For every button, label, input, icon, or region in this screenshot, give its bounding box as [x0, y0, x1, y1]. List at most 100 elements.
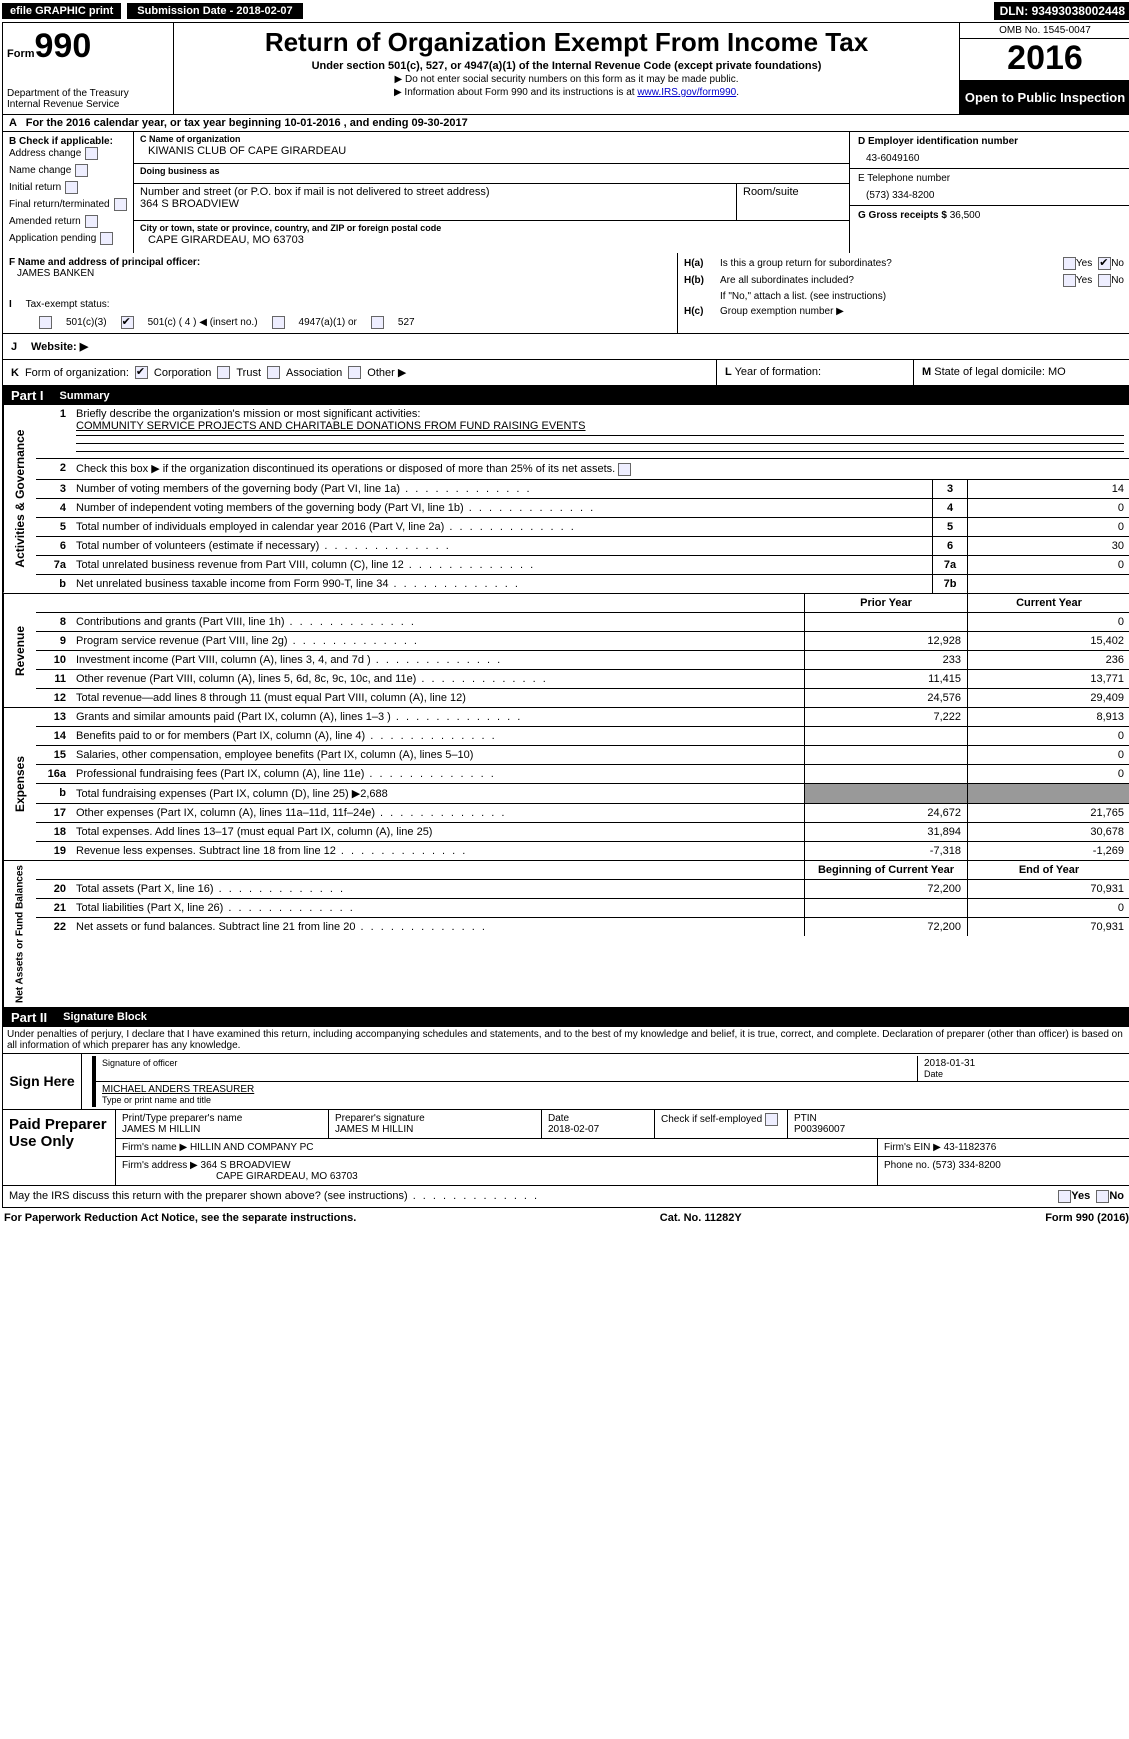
l17-cur: 21,765	[967, 804, 1129, 822]
l13-cur: 8,913	[967, 708, 1129, 726]
l15-cur: 0	[967, 746, 1129, 764]
chk-address-change[interactable]	[85, 147, 98, 160]
line-a-tax-year: A For the 2016 calendar year, or tax yea…	[2, 115, 1129, 132]
chk-hb-yes[interactable]	[1063, 274, 1076, 287]
chk-amended[interactable]	[85, 215, 98, 228]
chk-final-return-label: Final return/terminated	[9, 199, 110, 210]
l4-text: Number of independent voting members of …	[70, 499, 932, 517]
l2-text: Check this box ▶ if the organization dis…	[76, 463, 615, 475]
mission-label: Briefly describe the organization's miss…	[76, 408, 420, 420]
city-value: CAPE GIRARDEAU, MO 63703	[140, 234, 843, 246]
chk-hb-no[interactable]	[1098, 274, 1111, 287]
dept-treasury: Department of the Treasury	[7, 88, 167, 99]
l14-cur: 0	[967, 727, 1129, 745]
firm-name-label: Firm's name ▶	[122, 1142, 190, 1153]
dln-value: 93493038002448	[1032, 4, 1125, 18]
dln: DLN: 93493038002448	[994, 2, 1129, 20]
form-990-number: 990	[35, 27, 92, 65]
chk-self-employed[interactable]	[765, 1113, 778, 1126]
ha-text: Is this a group return for subordinates?	[720, 258, 1063, 269]
chk-trust[interactable]	[217, 366, 230, 379]
chk-corp[interactable]	[135, 366, 148, 379]
chk-pending[interactable]	[100, 232, 113, 245]
l17-prior: 24,672	[804, 804, 967, 822]
l13-prior: 7,222	[804, 708, 967, 726]
org-name: KIWANIS CLUB OF CAPE GIRARDEAU	[140, 145, 843, 157]
header-left: Form990 Department of the Treasury Inter…	[3, 23, 174, 114]
signature-block: Under penalties of perjury, I declare th…	[2, 1027, 1129, 1186]
opt-trust: Trust	[236, 367, 261, 379]
chk-discontinued[interactable]	[618, 463, 631, 476]
l16b-text: Total fundraising expenses (Part IX, col…	[70, 784, 804, 803]
omb-number: OMB No. 1545-0047	[960, 23, 1129, 39]
hc-text: Group exemption number ▶	[720, 306, 1124, 317]
chk-initial-return-label: Initial return	[9, 182, 61, 193]
l9-text: Program service revenue (Part VIII, line…	[70, 632, 804, 650]
l10-prior: 233	[804, 651, 967, 669]
l12-prior: 24,576	[804, 689, 967, 707]
l22-eoy: 70,931	[967, 918, 1129, 936]
chk-initial-return[interactable]	[65, 181, 78, 194]
submission-date: 2018-02-07	[236, 5, 292, 17]
dba-label: Doing business as	[140, 166, 220, 176]
l18-text: Total expenses. Add lines 13–17 (must eq…	[70, 823, 804, 841]
prep-sig: JAMES M HILLIN	[335, 1124, 413, 1135]
l5-value: 0	[967, 518, 1129, 536]
top-bar: efile GRAPHIC print Submission Date - 20…	[2, 2, 1129, 20]
section-d: D Employer identification number 43-6049…	[849, 132, 1129, 253]
l7a-text: Total unrelated business revenue from Pa…	[70, 556, 932, 574]
chk-amended-label: Amended return	[9, 216, 81, 227]
l7a-value: 0	[967, 556, 1129, 574]
officer-label: F Name and address of principal officer:	[9, 257, 200, 268]
ein-label: D Employer identification number	[858, 136, 1018, 147]
revenue-section: Revenue Prior YearCurrent Year 8Contribu…	[2, 594, 1129, 708]
hdr-eoy: End of Year	[967, 861, 1129, 879]
chk-501c3[interactable]	[39, 316, 52, 329]
l21-eoy: 0	[967, 899, 1129, 917]
firm-ein-label: Firm's EIN ▶	[884, 1142, 944, 1153]
l16b-shade2	[967, 784, 1129, 803]
website-label: Website: ▶	[31, 340, 88, 353]
chk-ha-no[interactable]	[1098, 257, 1111, 270]
irs-link[interactable]: www.IRS.gov/form990	[637, 87, 736, 98]
chk-ha-yes[interactable]	[1063, 257, 1076, 270]
l21-boy	[804, 899, 967, 917]
department-label: Department of the Treasury Internal Reve…	[7, 88, 167, 110]
l-label: Year of formation:	[735, 366, 821, 378]
l19-cur: -1,269	[967, 842, 1129, 860]
section-b: B Check if applicable: Address change Na…	[3, 132, 134, 253]
phone-value: (573) 334-8200	[858, 184, 1122, 201]
chk-other[interactable]	[348, 366, 361, 379]
discuss-text: May the IRS discuss this return with the…	[9, 1190, 539, 1202]
chk-527[interactable]	[371, 316, 384, 329]
chk-4947[interactable]	[272, 316, 285, 329]
chk-address-change-label: Address change	[9, 148, 81, 159]
expenses-section: Expenses 13Grants and similar amounts pa…	[2, 708, 1129, 861]
paid-title: Paid Preparer Use Only	[3, 1110, 116, 1185]
vtab-net: Net Assets or Fund Balances	[3, 861, 36, 1007]
l16a-cur: 0	[967, 765, 1129, 783]
sig-name-label: Type or print name and title	[102, 1095, 1124, 1105]
chk-discuss-yes[interactable]	[1058, 1190, 1071, 1203]
l13-text: Grants and similar amounts paid (Part IX…	[70, 708, 804, 726]
l8-prior	[804, 613, 967, 631]
footer: For Paperwork Reduction Act Notice, see …	[2, 1208, 1129, 1228]
form-number: Form990	[7, 27, 167, 66]
street-label: Number and street (or P.O. box if mail i…	[140, 186, 490, 198]
mission-text: COMMUNITY SERVICE PROJECTS AND CHARITABL…	[76, 420, 586, 432]
section-k: KForm of organization: Corporation Trust…	[3, 360, 716, 385]
firm-name: HILLIN AND COMPANY PC	[190, 1142, 314, 1153]
chk-assoc[interactable]	[267, 366, 280, 379]
l18-cur: 30,678	[967, 823, 1129, 841]
chk-final-return[interactable]	[114, 198, 127, 211]
l18-prior: 31,894	[804, 823, 967, 841]
phone-label: E Telephone number	[858, 173, 950, 184]
l14-text: Benefits paid to or for members (Part IX…	[70, 727, 804, 745]
efile-print-button[interactable]: efile GRAPHIC print	[2, 3, 121, 19]
section-h: H(a)Is this a group return for subordina…	[678, 253, 1129, 333]
l19-text: Revenue less expenses. Subtract line 18 …	[70, 842, 804, 860]
chk-name-change[interactable]	[75, 164, 88, 177]
chk-501c[interactable]	[121, 316, 134, 329]
entity-block: B Check if applicable: Address change Na…	[2, 132, 1129, 253]
chk-discuss-no[interactable]	[1096, 1190, 1109, 1203]
